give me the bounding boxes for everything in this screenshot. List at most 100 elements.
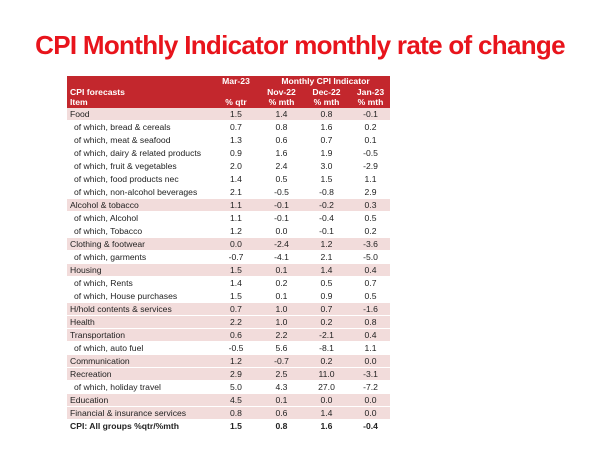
- value-jan-23-mth: 0.0: [351, 354, 391, 368]
- value-dec-22-mth: 11.0: [302, 367, 351, 381]
- value-nov-22-mth: 1.0: [261, 302, 302, 316]
- value-dec-22-mth: 0.7: [302, 133, 351, 147]
- table-row: of which, non-alcohol beverages 2.1 -0.5 -0…: [67, 185, 391, 199]
- value-dec-22-mth: -8.1: [302, 341, 351, 355]
- value-mar-23-qtr: 0.0: [211, 237, 261, 251]
- table-row: of which, Alcohol 1.1 -0.1 -0.4 0.5: [67, 211, 391, 225]
- value-nov-22-mth: 0.6: [261, 133, 302, 147]
- page-title: CPI Monthly Indicator monthly rate of ch…: [35, 30, 565, 60]
- table-body: Food 1.5 1.4 0.8 -0.1 of which, bread & cerea…: [67, 107, 391, 433]
- value-dec-22-mth: -0.4: [302, 211, 351, 225]
- value-dec-22-mth: -0.2: [302, 198, 351, 212]
- value-nov-22-mth: 0.1: [261, 289, 302, 303]
- value-dec-22-mth: 0.2: [302, 315, 351, 329]
- value-dec-22-mth: 1.9: [302, 146, 351, 160]
- table-row: of which, auto fuel -0.5 5.6 -8.1 1.1: [67, 341, 391, 355]
- value-jan-23-mth: -2.9: [351, 159, 391, 173]
- value-dec-22-mth: 1.2: [302, 237, 351, 251]
- value-mar-23-qtr: 2.2: [211, 315, 261, 329]
- value-nov-22-mth: -0.5: [261, 185, 302, 199]
- table-row: Recreation 2.9 2.5 11.0 -3.1: [67, 367, 391, 381]
- value-mar-23-qtr: 1.4: [211, 276, 261, 290]
- row-label: of which, Rents: [67, 276, 211, 290]
- table-row: Housing 1.5 0.1 1.4 0.4: [67, 263, 391, 277]
- value-mar-23-qtr: 1.2: [211, 224, 261, 238]
- value-mar-23-qtr: 0.9: [211, 146, 261, 160]
- value-jan-23-mth: -3.6: [351, 237, 391, 251]
- row-label: Food: [67, 107, 211, 121]
- value-mar-23-qtr: 1.5: [211, 289, 261, 303]
- value-jan-23-mth: 0.4: [351, 263, 391, 277]
- value-jan-23-mth: 0.2: [351, 120, 391, 134]
- value-dec-22-mth: 1.4: [302, 263, 351, 277]
- row-label: Alcohol & tobacco: [67, 198, 211, 212]
- row-label: of which, holiday travel: [67, 380, 211, 394]
- header-nov-22: Nov-22: [261, 86, 302, 97]
- table-row: of which, fruit & vegetables 2.0 2.4 3.0 -2.…: [67, 159, 391, 173]
- value-mar-23-qtr: 2.0: [211, 159, 261, 173]
- value-nov-22-mth: 0.1: [261, 393, 302, 407]
- value-dec-22-mth: 0.7: [302, 302, 351, 316]
- row-label: Recreation: [67, 367, 211, 381]
- value-mar-23-qtr: 1.5: [211, 263, 261, 277]
- row-label: of which, House purchases: [67, 289, 211, 303]
- header-blank-cell: [211, 86, 261, 97]
- value-jan-23-mth: -3.1: [351, 367, 391, 381]
- value-jan-23-mth: 0.1: [351, 133, 391, 147]
- header-unit-mth: % mth: [351, 97, 391, 108]
- table-header: Mar-23 Monthly CPI Indicator CPI forecas…: [67, 76, 391, 108]
- table-row: of which, bread & cereals 0.7 0.8 1.6 0.2: [67, 120, 391, 134]
- table-row: Health 2.2 1.0 0.2 0.8: [67, 315, 391, 329]
- row-label: H/hold contents & services: [67, 302, 211, 316]
- value-nov-22-mth: -0.7: [261, 354, 302, 368]
- header-item: Item: [67, 97, 211, 108]
- value-nov-22-mth: 0.1: [261, 263, 302, 277]
- table-row: H/hold contents & services 0.7 1.0 0.7 -1.6: [67, 302, 391, 316]
- value-nov-22-mth: 0.5: [261, 172, 302, 186]
- table-row: Financial & insurance services 0.8 0.6 1.4 0…: [67, 406, 391, 420]
- value-jan-23-mth: -0.4: [351, 419, 391, 433]
- value-jan-23-mth: 1.1: [351, 341, 391, 355]
- table-row: of which, Tobacco 1.2 0.0 -0.1 0.2: [67, 224, 391, 238]
- table-row: of which, meat & seafood 1.3 0.6 0.7 0.1: [67, 133, 391, 147]
- value-dec-22-mth: 0.2: [302, 354, 351, 368]
- value-nov-22-mth: 0.2: [261, 276, 302, 290]
- value-mar-23-qtr: 1.1: [211, 211, 261, 225]
- value-mar-23-qtr: 1.5: [211, 107, 261, 121]
- value-jan-23-mth: -7.2: [351, 380, 391, 394]
- table-row: Alcohol & tobacco 1.1 -0.1 -0.2 0.3: [67, 198, 391, 212]
- value-nov-22-mth: 1.4: [261, 107, 302, 121]
- header-row-period: Mar-23 Monthly CPI Indicator: [67, 76, 391, 87]
- value-nov-22-mth: 0.0: [261, 224, 302, 238]
- table-row: of which, garments -0.7 -4.1 2.1 -5.0: [67, 250, 391, 264]
- table-row: of which, House purchases 1.5 0.1 0.9 0.5: [67, 289, 391, 303]
- value-mar-23-qtr: 1.1: [211, 198, 261, 212]
- table-row: of which, food products nec 1.4 0.5 1.5 1.1: [67, 172, 391, 186]
- value-nov-22-mth: 2.5: [261, 367, 302, 381]
- header-unit-qtr: % qtr: [211, 97, 261, 108]
- value-mar-23-qtr: 0.8: [211, 406, 261, 420]
- value-mar-23-qtr: 1.5: [211, 419, 261, 433]
- value-jan-23-mth: 0.5: [351, 211, 391, 225]
- header-dec-22: Dec-22: [302, 86, 351, 97]
- table-row: Clothing & footwear 0.0 -2.4 1.2 -3.6: [67, 237, 391, 251]
- row-label: of which, Tobacco: [67, 224, 211, 238]
- row-label: of which, food products nec: [67, 172, 211, 186]
- value-dec-22-mth: 3.0: [302, 159, 351, 173]
- value-jan-23-mth: -5.0: [351, 250, 391, 264]
- header-unit-mth: % mth: [302, 97, 351, 108]
- row-label: CPI: All groups %qtr/%mth: [67, 419, 211, 433]
- value-dec-22-mth: 0.9: [302, 289, 351, 303]
- value-nov-22-mth: 2.2: [261, 328, 302, 342]
- header-jan-23: Jan-23: [351, 86, 391, 97]
- value-jan-23-mth: 1.1: [351, 172, 391, 186]
- value-dec-22-mth: 1.6: [302, 120, 351, 134]
- value-mar-23-qtr: 0.7: [211, 120, 261, 134]
- value-mar-23-qtr: 0.6: [211, 328, 261, 342]
- row-label: Clothing & footwear: [67, 237, 211, 251]
- value-jan-23-mth: 2.9: [351, 185, 391, 199]
- value-dec-22-mth: 1.6: [302, 419, 351, 433]
- value-jan-23-mth: 0.5: [351, 289, 391, 303]
- row-label: Health: [67, 315, 211, 329]
